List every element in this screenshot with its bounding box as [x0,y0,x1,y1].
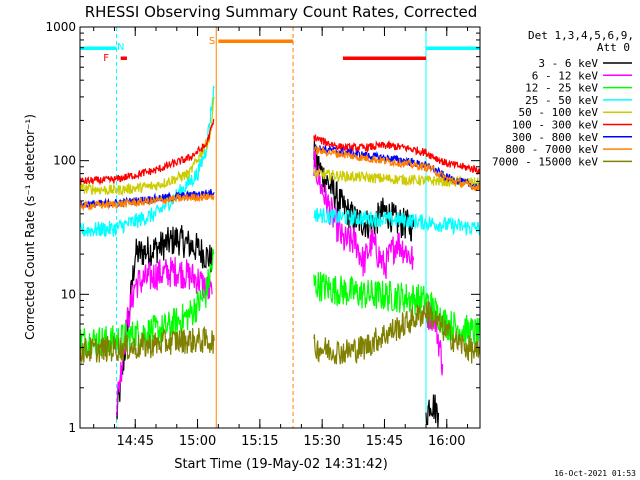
x-tick-label-0: 14:45 [117,434,154,449]
series-line-0-seg-0 [116,225,213,420]
y-axis-label: Corrected Count Rate (s⁻¹ detector⁻¹) [23,114,37,340]
series-line-3-seg-1 [313,207,481,237]
series-line-5-seg-0 [79,118,215,185]
series-line-8-seg-0 [79,325,215,364]
state-marker-S: S [209,36,215,47]
series-line-7-seg-0 [79,192,215,212]
state-marker-F: F [103,53,109,64]
legend-header-line-1: Det 1,3,4,5,6,9, [528,29,634,42]
series-line-7-seg-1 [313,145,481,192]
x-tick-label-4: 15:45 [366,434,403,449]
plot-frame [79,26,481,429]
legend-label-8: 7000 - 15000 keV [492,155,598,168]
x-tick-label-1: 15:00 [179,434,216,449]
interval-bar-flare-3 [342,56,427,60]
series-line-1-seg-0 [116,256,213,417]
legend-label-6: 300 - 800 keV [512,131,598,144]
x-axis-label: Start Time (19-May-02 14:31:42) [174,457,388,472]
series-line-5-seg-1 [313,134,481,176]
series-line-2-seg-0 [79,248,215,358]
legend-label-3: 25 - 50 keV [525,94,598,107]
y-tick-label-0: 1 [68,421,76,435]
x-tick-label-5: 16:00 [428,434,465,449]
legend-label-4: 50 - 100 keV [519,106,599,119]
footer-date: 16-Oct-2021 01:53 [554,469,636,478]
series-line-4-seg-0 [79,96,215,197]
axes-layer: 1 10 100 1000 14:45 15:00 15:15 15:30 15:45 16:00 [45,20,481,449]
x-tick-label-3: 15:30 [303,434,340,449]
x-tick-label-2: 15:15 [241,434,278,449]
series-line-8-seg-1 [313,300,481,365]
legend-header-line-2: Att 0 [597,41,630,54]
state-marker-N: N [117,42,124,53]
interval-bar-night-0 [80,46,117,50]
chart-title: RHESSI Observing Summary Count Rates, Co… [85,3,478,21]
y-tick-label-1: 10 [61,287,76,301]
y-tick-label-3: 1000 [45,20,76,34]
legend-label-5: 100 - 300 keV [512,119,598,132]
series-line-3-seg-0 [79,85,215,238]
legend-label-1: 6 - 12 keV [532,69,599,82]
interval-bar-night-1 [426,46,480,50]
series-line-2-seg-1 [313,271,481,347]
interval-bar-flare-2 [120,56,127,60]
y-tick-label-2: 100 [53,154,76,168]
series-line-0-seg-2 [425,394,440,428]
interval-bar-saa-4 [218,39,294,43]
legend-label-0: 3 - 6 keV [538,57,598,70]
legend-label-7: 800 - 7000 keV [505,143,598,156]
legend-label-2: 12 - 25 keV [525,82,598,95]
